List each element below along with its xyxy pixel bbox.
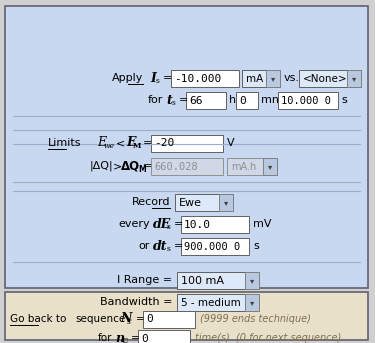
Text: Record: Record [132, 197, 170, 207]
FancyBboxPatch shape [236, 92, 258, 109]
Text: ▾: ▾ [271, 74, 275, 83]
Text: -10.000: -10.000 [174, 73, 221, 83]
Text: <: < [116, 138, 125, 148]
Text: s: s [172, 99, 176, 107]
Text: vs.: vs. [284, 73, 300, 83]
Text: 10.0: 10.0 [184, 220, 211, 229]
FancyBboxPatch shape [245, 272, 259, 289]
Text: >: > [113, 161, 122, 171]
Text: E: E [126, 137, 135, 150]
Text: Go back to: Go back to [10, 314, 66, 324]
Text: 0: 0 [239, 95, 246, 106]
Text: mV: mV [253, 219, 272, 229]
Text: Limits: Limits [48, 138, 81, 148]
Text: s: s [167, 245, 171, 253]
Text: =: = [174, 219, 183, 229]
Text: ▾: ▾ [352, 74, 356, 83]
Text: Apply: Apply [112, 73, 143, 83]
Text: M: M [133, 142, 141, 150]
Text: =: = [174, 241, 183, 251]
Text: sequence: sequence [75, 314, 125, 324]
Text: mA: mA [246, 73, 263, 83]
Text: Ewe: Ewe [179, 198, 202, 208]
Text: s: s [156, 77, 160, 85]
Text: s: s [167, 223, 171, 231]
FancyBboxPatch shape [245, 294, 259, 311]
Text: =: = [143, 161, 152, 171]
Text: 66: 66 [189, 95, 202, 106]
FancyBboxPatch shape [5, 6, 368, 288]
Text: ▾: ▾ [224, 198, 228, 207]
FancyBboxPatch shape [151, 135, 223, 152]
Text: s: s [341, 95, 347, 105]
FancyBboxPatch shape [175, 194, 233, 211]
Text: ▾: ▾ [250, 298, 254, 307]
Text: t: t [166, 94, 172, 106]
Text: 10.000 0: 10.000 0 [281, 95, 331, 106]
Text: =: = [179, 95, 188, 105]
Text: 0: 0 [141, 333, 148, 343]
Text: <None>: <None> [303, 73, 348, 83]
FancyBboxPatch shape [347, 70, 361, 87]
FancyBboxPatch shape [219, 194, 233, 211]
Text: 660.028: 660.028 [154, 162, 198, 172]
Text: I Range =: I Range = [117, 275, 172, 285]
FancyBboxPatch shape [181, 238, 249, 255]
Text: ΔQ: ΔQ [121, 159, 140, 173]
FancyBboxPatch shape [5, 292, 368, 340]
Text: mA.h: mA.h [231, 162, 256, 172]
Text: E: E [97, 137, 106, 150]
Text: for: for [98, 333, 112, 343]
FancyBboxPatch shape [227, 158, 277, 175]
Text: N: N [120, 312, 131, 326]
Text: dE: dE [153, 217, 171, 230]
FancyBboxPatch shape [177, 294, 259, 311]
Text: (9999 ends technique): (9999 ends technique) [200, 314, 311, 324]
FancyBboxPatch shape [181, 216, 249, 233]
FancyBboxPatch shape [299, 70, 361, 87]
FancyBboxPatch shape [186, 92, 226, 109]
Text: s': s' [127, 318, 133, 326]
Text: 0: 0 [146, 315, 153, 324]
Text: C: C [122, 337, 128, 343]
Text: ▾: ▾ [250, 276, 254, 285]
Text: 900.000 0: 900.000 0 [184, 241, 240, 251]
Text: 100 mA: 100 mA [181, 275, 224, 285]
FancyBboxPatch shape [263, 158, 277, 175]
Text: n: n [115, 331, 124, 343]
Text: every: every [118, 219, 150, 229]
Text: 5 - medium: 5 - medium [181, 297, 241, 308]
Text: V: V [227, 138, 235, 148]
FancyBboxPatch shape [177, 272, 259, 289]
FancyBboxPatch shape [143, 311, 195, 328]
Text: ▾: ▾ [268, 162, 272, 171]
Text: s: s [253, 241, 259, 251]
FancyBboxPatch shape [266, 70, 280, 87]
Text: Bandwidth =: Bandwidth = [99, 297, 172, 307]
Text: time(s)  (0 for next sequence): time(s) (0 for next sequence) [195, 333, 341, 343]
FancyBboxPatch shape [151, 158, 223, 175]
Text: |ΔQ|: |ΔQ| [90, 161, 114, 171]
Text: =: = [136, 314, 145, 324]
Text: we: we [104, 142, 115, 150]
Text: h: h [229, 95, 236, 105]
Text: =: = [163, 73, 172, 83]
Text: =: = [143, 138, 152, 148]
Text: -20: -20 [154, 139, 174, 149]
Text: for: for [148, 95, 163, 105]
Text: I: I [150, 71, 156, 84]
Text: dt: dt [153, 239, 168, 252]
FancyBboxPatch shape [138, 330, 190, 343]
FancyBboxPatch shape [242, 70, 280, 87]
Text: or: or [139, 241, 150, 251]
Text: =: = [131, 333, 140, 343]
FancyBboxPatch shape [171, 70, 239, 87]
Text: M: M [138, 165, 146, 174]
FancyBboxPatch shape [278, 92, 338, 109]
Text: mn: mn [261, 95, 279, 105]
